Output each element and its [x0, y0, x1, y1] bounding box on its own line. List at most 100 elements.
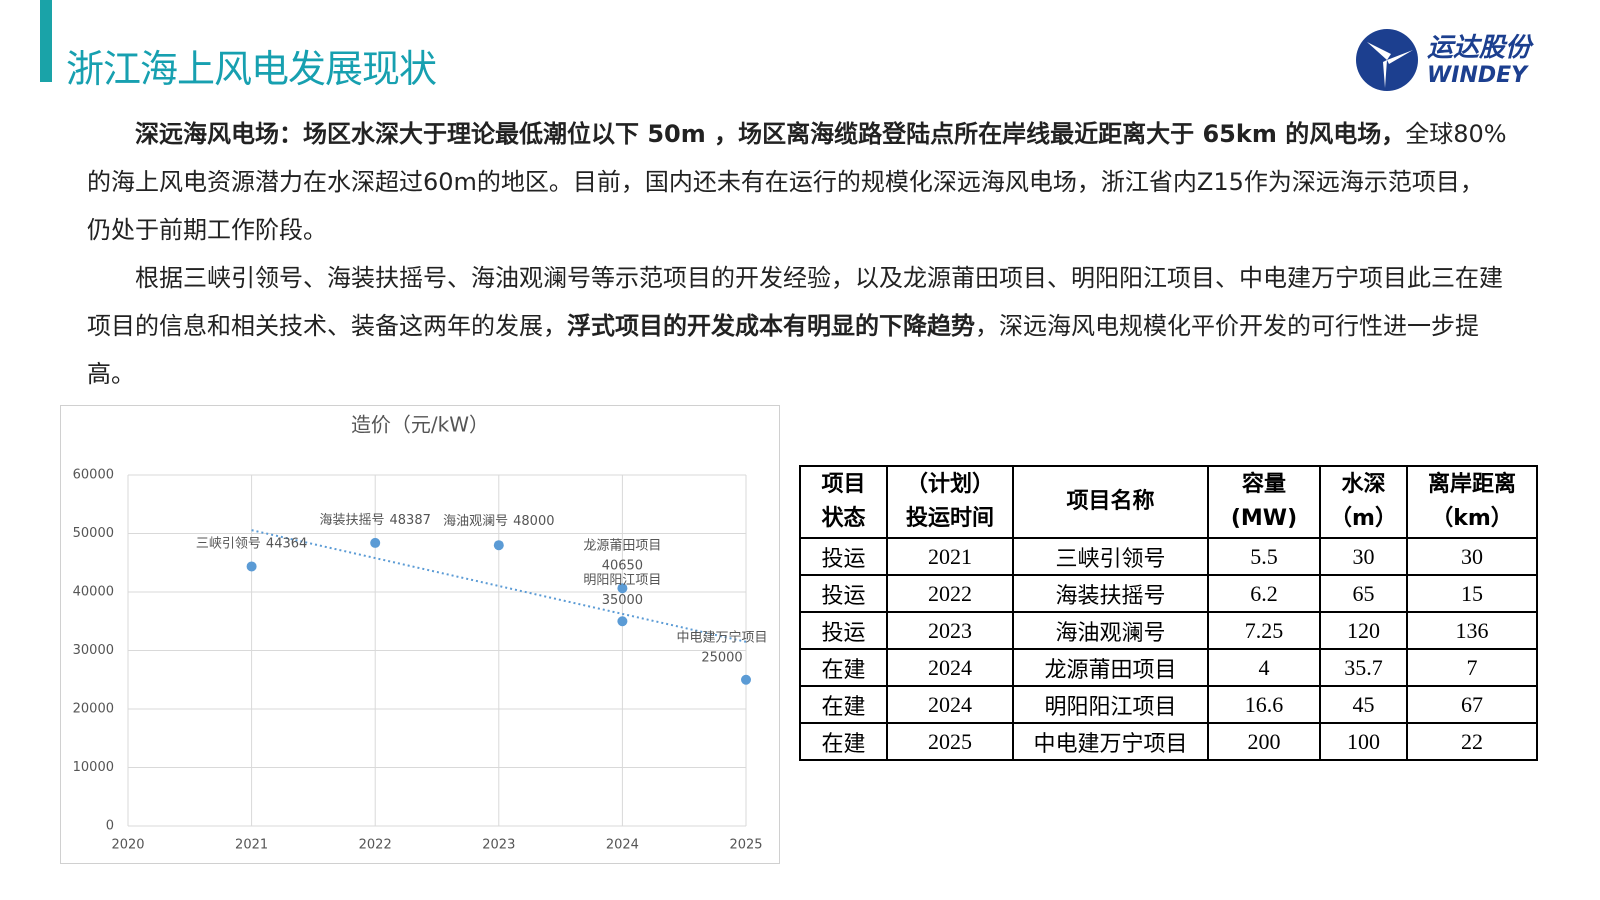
data-label-name: 海装扶摇号	[320, 512, 385, 527]
data-point	[493, 540, 504, 551]
table-cell: 在建	[799, 722, 888, 761]
data-label: 三峡引领号 44364	[196, 536, 307, 551]
table-cell: 65	[1319, 574, 1408, 613]
header-cell: 水深 （m）	[1319, 465, 1408, 539]
data-point	[246, 561, 257, 572]
table-cell: 136	[1406, 611, 1538, 650]
data-label-name: 龙源莆田项目	[583, 539, 661, 554]
table-cell: 在建	[799, 648, 888, 687]
header-text: 投运时间	[905, 506, 994, 531]
data-label-value: 35000	[602, 593, 643, 608]
header-text: 状态	[821, 506, 866, 531]
y-tick-label: 20000	[73, 702, 114, 717]
y-tick-label: 10000	[73, 760, 114, 775]
table-cell: 三峡引领号	[1012, 537, 1209, 576]
table-cell: 200	[1207, 722, 1321, 761]
paragraph: 深远海风电场：场区水深大于理论最低潮位以下 50m ，场区离海缆路登陆点所在岸线…	[87, 110, 1507, 254]
table-cell: 2023	[886, 611, 1014, 650]
data-point	[370, 537, 381, 548]
table-cell: 投运	[799, 574, 888, 613]
table-cell: 16.6	[1207, 685, 1321, 724]
data-label-name: 三峡引领号	[196, 536, 261, 551]
header-cell: 容量 (MW)	[1207, 465, 1321, 539]
text-run: 浮式项目的开发成本有明显的下降趋势	[567, 312, 975, 340]
table-cell: 67	[1406, 685, 1538, 724]
table-cell: 海油观澜号	[1012, 611, 1209, 650]
table-row: 在建 2025 中电建万宁项目 200 100 22	[799, 722, 1538, 761]
data-label-value: 48387	[390, 512, 431, 527]
x-tick-label: 2021	[235, 838, 268, 853]
table-cell: 2022	[886, 574, 1014, 613]
data-point	[617, 616, 628, 627]
table-cell: 35.7	[1319, 648, 1408, 687]
table-cell: 明阳阳江项目	[1012, 685, 1209, 724]
data-label-name: 中电建万宁项目	[676, 629, 767, 645]
table-cell: 120	[1319, 611, 1408, 650]
data-label-value: 48000	[513, 514, 554, 529]
y-tick-label: 40000	[73, 585, 114, 600]
text-run: 深远海风电场：场区水深大于理论最低潮位以下 50m ，场区离海缆路登陆点所在岸线…	[135, 120, 1406, 148]
table-cell: 投运	[799, 611, 888, 650]
table-cell: 2025	[886, 722, 1014, 761]
x-tick-label: 2025	[729, 838, 762, 853]
x-tick-label: 2020	[111, 838, 144, 853]
table-cell: 海装扶摇号	[1012, 574, 1209, 613]
table-cell: 30	[1319, 537, 1408, 576]
data-label-name: 明阳阳江项目	[583, 573, 661, 588]
table-cell: 15	[1406, 574, 1538, 613]
table-row: 在建 2024 龙源莆田项目 4 35.7 7	[799, 648, 1538, 687]
table-row: 投运 2022 海装扶摇号 6.2 65 15	[799, 574, 1538, 613]
y-tick-label: 50000	[73, 526, 114, 541]
data-table: 项目 状态 （计划） 投运时间 项目名称 容量 (MW) 水深 （m） 离岸距离 （km） 投运 202…	[799, 465, 1538, 761]
header-text: （km）	[1431, 506, 1513, 531]
data-point	[741, 674, 751, 685]
table-cell: 5.5	[1207, 537, 1321, 576]
header-text: （m）	[1330, 506, 1397, 531]
table-cell: 100	[1319, 722, 1408, 761]
table-row: 投运 2021 三峡引领号 5.5 30 30	[799, 537, 1538, 576]
header-cell: 离岸距离 （km）	[1406, 465, 1538, 539]
text-run: 根据三峡引领号、海装扶摇号、海油观澜号等示范项目的开发经验，以及龙源莆田项目、明…	[87, 264, 1503, 340]
data-label: 海装扶摇号 48387	[320, 512, 431, 527]
x-tick-label: 2023	[482, 838, 515, 853]
logo-en: WINDEY	[1427, 63, 1529, 88]
table-cell: 7	[1406, 648, 1538, 687]
header-text: 离岸距离	[1427, 472, 1516, 497]
logo-cn: 运达股份	[1427, 33, 1534, 63]
y-tick-label: 30000	[73, 643, 114, 658]
table-cell: 2024	[886, 685, 1014, 724]
chart: 造价（元/kW） 0 10000 20000 30000 40000 50000 60000…	[60, 405, 780, 864]
header-cell: 项目名称	[1012, 465, 1209, 539]
header-text: 项目	[821, 472, 866, 497]
header-text: (MW)	[1230, 506, 1298, 531]
text-run: ，深远海风电规模化平价开发的可行性进一步提高。	[87, 312, 1479, 388]
header-cell: （计划） 投运时间	[886, 465, 1014, 539]
data-label-name: 海油观澜号	[443, 514, 508, 529]
data-label: 海油观澜号 48000	[443, 514, 554, 529]
header-cell: 项目 状态	[799, 465, 888, 539]
table-row: 在建 2024 明阳阳江项目 16.6 45 67	[799, 685, 1538, 724]
text-run: 全球80%的海上风电资源潜力在水深超过60m的地区。目前，国内还未有在运行的规模…	[87, 120, 1507, 244]
x-tick-label: 2024	[606, 838, 639, 853]
header-text: 水深	[1341, 472, 1386, 497]
header-text: 项目名称	[1066, 489, 1155, 514]
table-cell: 龙源莆田项目	[1012, 648, 1209, 687]
data-point	[617, 583, 628, 594]
data-label-value: 40650	[602, 559, 643, 574]
table-cell: 30	[1406, 537, 1538, 576]
table-cell: 在建	[799, 685, 888, 724]
slide-title: 浙江海上风电发展现状	[66, 47, 437, 91]
accent-bar	[40, 0, 52, 82]
table-cell: 45	[1319, 685, 1408, 724]
x-tick-label: 2022	[359, 838, 392, 853]
logo: 运达股份 WINDEY	[1356, 29, 1534, 91]
table-cell: 中电建万宁项目	[1012, 722, 1209, 761]
paragraph: 根据三峡引领号、海装扶摇号、海油观澜号等示范项目的开发经验，以及龙源莆田项目、明…	[87, 254, 1507, 398]
data-label-value: 44364	[266, 536, 307, 551]
header-text: 容量	[1241, 472, 1286, 497]
y-tick-label: 0	[106, 819, 114, 834]
y-tick-label: 60000	[73, 468, 114, 483]
table-cell: 6.2	[1207, 574, 1321, 613]
table-cell: 22	[1406, 722, 1538, 761]
chart-title: 造价（元/kW）	[351, 413, 489, 437]
